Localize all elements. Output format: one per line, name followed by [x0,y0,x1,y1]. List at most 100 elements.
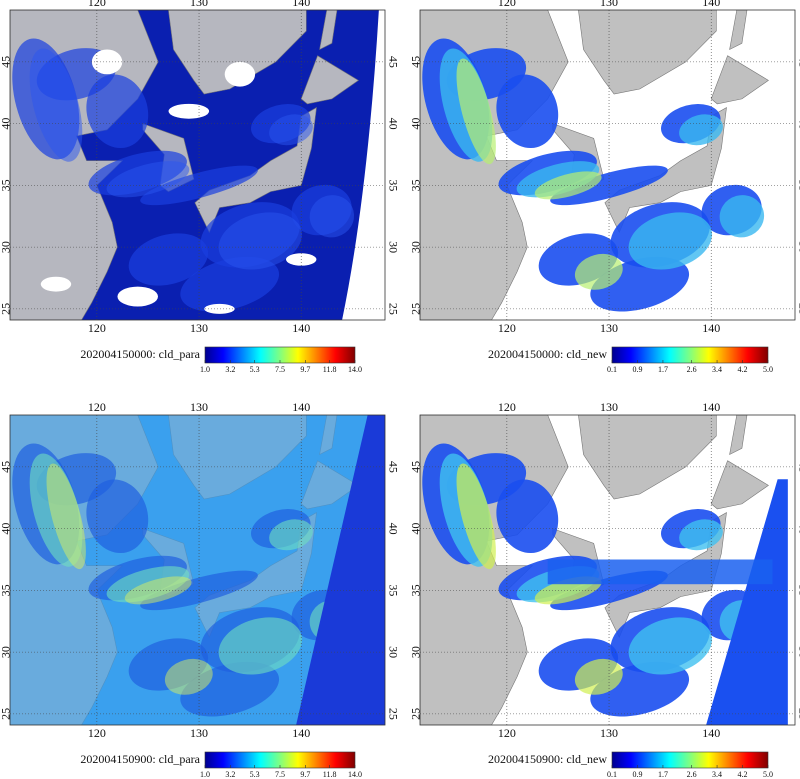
colorbar-gradient [611,346,769,364]
colorbar-tick-label: 1.7 [658,365,668,374]
map-frame [419,9,796,321]
colorbar-tick-label: 14.0 [348,365,362,374]
lat-tick-label: 30 [386,646,400,658]
swath-stripe [296,415,385,725]
colorbar-tick-label: 3.2 [225,365,235,374]
panel-title: 202004150000: cld_new [488,347,607,361]
cloud [106,161,190,198]
colorbar: 0.1 0.9 1.7 2.6 3.4 4.2 5.0 [607,751,773,779]
land [168,415,307,500]
cloud [124,576,192,605]
colorbar-tick-label: 1.0 [200,365,210,374]
cloud [628,212,713,270]
map-frame [419,414,796,726]
colorbar-tick-label: 4.2 [738,770,748,779]
lon-tick-label: 140 [702,0,720,9]
map-frame [9,9,386,321]
land [578,415,717,500]
lat-tick-label: 40 [386,523,400,535]
lat-tick-label: 30 [0,241,13,253]
lon-tick-label: 130 [600,0,618,9]
lon-tick-label: 120 [88,400,106,414]
lat-tick-label: 35 [0,584,13,596]
swath-band [547,559,773,585]
cloud [496,74,559,149]
lon-tick-label: 130 [190,400,208,414]
cloud [309,195,355,238]
colorbar-tick-label: 2.6 [687,365,697,374]
lat-tick-label: 45 [796,461,800,473]
cloud [180,256,280,312]
lat-tick-label: 25 [0,708,13,720]
cloud [86,479,149,554]
land [710,460,769,510]
cloud [679,114,723,146]
lat-tick-label: 40 [386,118,400,130]
lat-tick-label: 45 [386,56,400,68]
lon-tick-label: 120 [88,726,106,740]
lat-tick-label: 30 [796,646,800,658]
colorbar-tick-label: 5.0 [763,365,773,374]
lat-tick-label: 25 [386,303,400,315]
land [300,460,359,510]
cloud [269,519,313,551]
lat-tick-label: 25 [796,708,800,720]
lat-tick-label: 25 [409,708,423,720]
cloud [269,114,313,146]
lat-tick-label: 40 [0,118,13,130]
lon-tick-label: 140 [292,321,310,335]
colorbar-tick-label: 5.0 [763,770,773,779]
lon-tick-label: 130 [190,0,208,9]
colorbar-tick-label: 3.2 [225,770,235,779]
clear-sky [224,61,256,87]
lat-tick-label: 35 [409,179,423,191]
lat-tick-label: 45 [796,56,800,68]
colorbar-tick-label: 2.6 [687,770,697,779]
map-content [420,10,795,320]
lat-tick-label: 45 [386,461,400,473]
cloud [719,195,765,238]
colorbar-tick-label: 1.7 [658,770,668,779]
clear-sky [117,286,158,307]
lat-tick-label: 40 [409,118,423,130]
colorbar-tick-label: 7.5 [275,770,285,779]
lat-tick-label: 35 [409,584,423,596]
lon-tick-label: 120 [498,0,516,9]
lon-tick-label: 130 [600,726,618,740]
lat-tick-label: 25 [386,708,400,720]
cloud [218,212,303,270]
cloud [456,58,496,165]
map-content [10,415,385,725]
colorbar-tick-label: 3.4 [712,365,722,374]
lat-tick-label: 40 [796,118,800,130]
colorbar-tick-label: 3.4 [712,770,722,779]
lat-tick-label: 35 [386,584,400,596]
cloud [164,658,213,695]
lon-tick-label: 120 [498,321,516,335]
lat-tick-label: 35 [796,179,800,191]
lat-tick-label: 35 [796,584,800,596]
land [710,55,769,105]
lat-tick-label: 40 [796,523,800,535]
lon-tick-label: 140 [292,726,310,740]
clear-sky [168,103,210,119]
cloud [128,233,209,286]
lon-tick-label: 120 [88,321,106,335]
map-frame [9,414,386,726]
clear-sky [204,303,235,314]
lon-tick-label: 140 [292,0,310,9]
panel-title: 202004150000: cld_para [80,347,200,361]
land [168,10,307,95]
panel-title: 202004150900: cld_para [80,752,200,766]
lat-tick-label: 35 [386,179,400,191]
panel-title: 202004150900: cld_new [488,752,607,766]
colorbar: 1.0 3.2 5.3 7.5 9.7 11.8 14.0 [200,346,362,374]
colorbar-tick-label: 11.8 [323,365,337,374]
land [729,415,748,456]
map-panel: 120 120 130 130 140 140 45 45 40 40 35 35 30 30 25 25 20… [409,400,800,779]
map-panel: 120 120 130 130 140 140 45 45 40 40 35 35 30 30 25 25 20… [409,0,800,374]
cloud [574,253,623,290]
lon-tick-label: 120 [498,726,516,740]
colorbar: 0.1 0.9 1.7 2.6 3.4 4.2 5.0 [607,346,773,374]
